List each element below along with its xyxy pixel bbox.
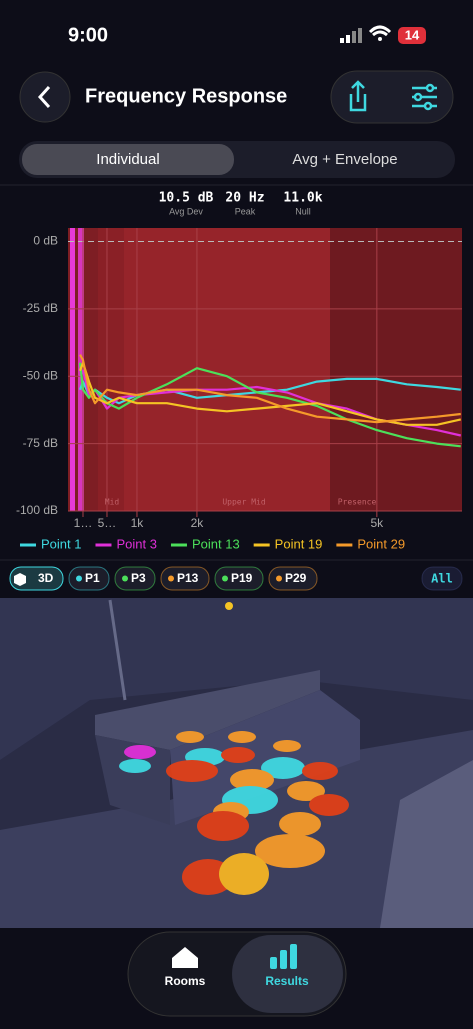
series-line [79, 354, 461, 424]
settings-button[interactable] [412, 83, 437, 111]
y-tick-label: -25 dB [23, 301, 58, 315]
chip-dot [76, 575, 82, 582]
band [330, 228, 462, 511]
chip-label[interactable]: P3 [131, 571, 146, 585]
x-tick-label: 1k [131, 516, 145, 530]
time: 9:00 [68, 24, 108, 46]
title: Frequency Response [85, 85, 287, 107]
stat-label: Null [295, 206, 311, 216]
chip-label[interactable]: 3D [38, 571, 54, 585]
legend-label: Point 13 [192, 536, 240, 551]
x-tick-label: 1… [74, 516, 93, 530]
status-icons [340, 25, 426, 44]
tab-selected[interactable] [22, 144, 234, 175]
legend-label: Point 19 [275, 536, 323, 551]
x-tick-label: 5… [98, 516, 117, 530]
share-button[interactable] [349, 80, 367, 112]
band-label: Mid [105, 498, 120, 507]
y-tick-label: 0 dB [33, 234, 58, 248]
y-tick-label: -75 dB [23, 436, 58, 450]
legend-label: Point 29 [357, 536, 405, 551]
legend-label: Point 1 [41, 536, 81, 551]
battery: 14 [405, 27, 420, 42]
band [124, 228, 330, 511]
chip[interactable] [421, 566, 463, 591]
nav-item[interactable]: Rooms [165, 974, 206, 988]
series-line [78, 362, 461, 448]
chip-label[interactable]: P29 [285, 571, 307, 585]
stat-value: 10.5 dB [159, 191, 214, 206]
stat-label: Peak [235, 206, 256, 216]
tab[interactable]: Individual [96, 151, 159, 168]
band-label: Upper Mid [222, 498, 266, 507]
stat-label: Avg Dev [169, 206, 203, 216]
legend-label: Point 3 [116, 536, 156, 551]
band-label: Presence [338, 498, 377, 507]
home-icon [172, 947, 198, 968]
cube-icon [14, 573, 26, 586]
nav-item[interactable]: Results [265, 974, 309, 988]
results-icon [270, 944, 297, 969]
x-tick-label: 2k [191, 516, 205, 530]
tab[interactable]: Avg + Envelope [292, 151, 397, 168]
series-line [78, 361, 462, 426]
band [98, 228, 124, 511]
y-tick-label: -100 dB [16, 503, 58, 517]
y-tick-label: -50 dB [23, 368, 58, 382]
chip-dot [168, 575, 174, 582]
chip[interactable] [160, 566, 210, 591]
room-scene [0, 598, 473, 928]
chip-label[interactable]: P1 [85, 571, 100, 585]
chip[interactable] [214, 566, 264, 591]
chip[interactable] [114, 566, 156, 591]
back-button[interactable] [19, 71, 71, 123]
chip[interactable] [268, 566, 318, 591]
chip-label[interactable]: P13 [177, 571, 199, 585]
x-tick-label: 5k [370, 516, 384, 530]
stat-value: 11.0k [283, 191, 322, 206]
back-icon [37, 85, 51, 109]
chip-dot [222, 575, 228, 582]
chips: 3D P1 P3 P13 P19 P29 All [9, 566, 463, 591]
chip[interactable] [68, 566, 110, 591]
chip-dot [276, 575, 282, 582]
plot: 0 dB -25 dB -50 dB -75 dB -100 dB 1… 5… 1k 2k 5k M… [16, 228, 462, 551]
nav-selected [232, 935, 343, 1013]
chip-label[interactable]: P19 [231, 571, 253, 585]
stat-value: 20 Hz [225, 191, 264, 206]
chip-dot [122, 575, 128, 582]
chip-label[interactable]: All [431, 572, 453, 586]
